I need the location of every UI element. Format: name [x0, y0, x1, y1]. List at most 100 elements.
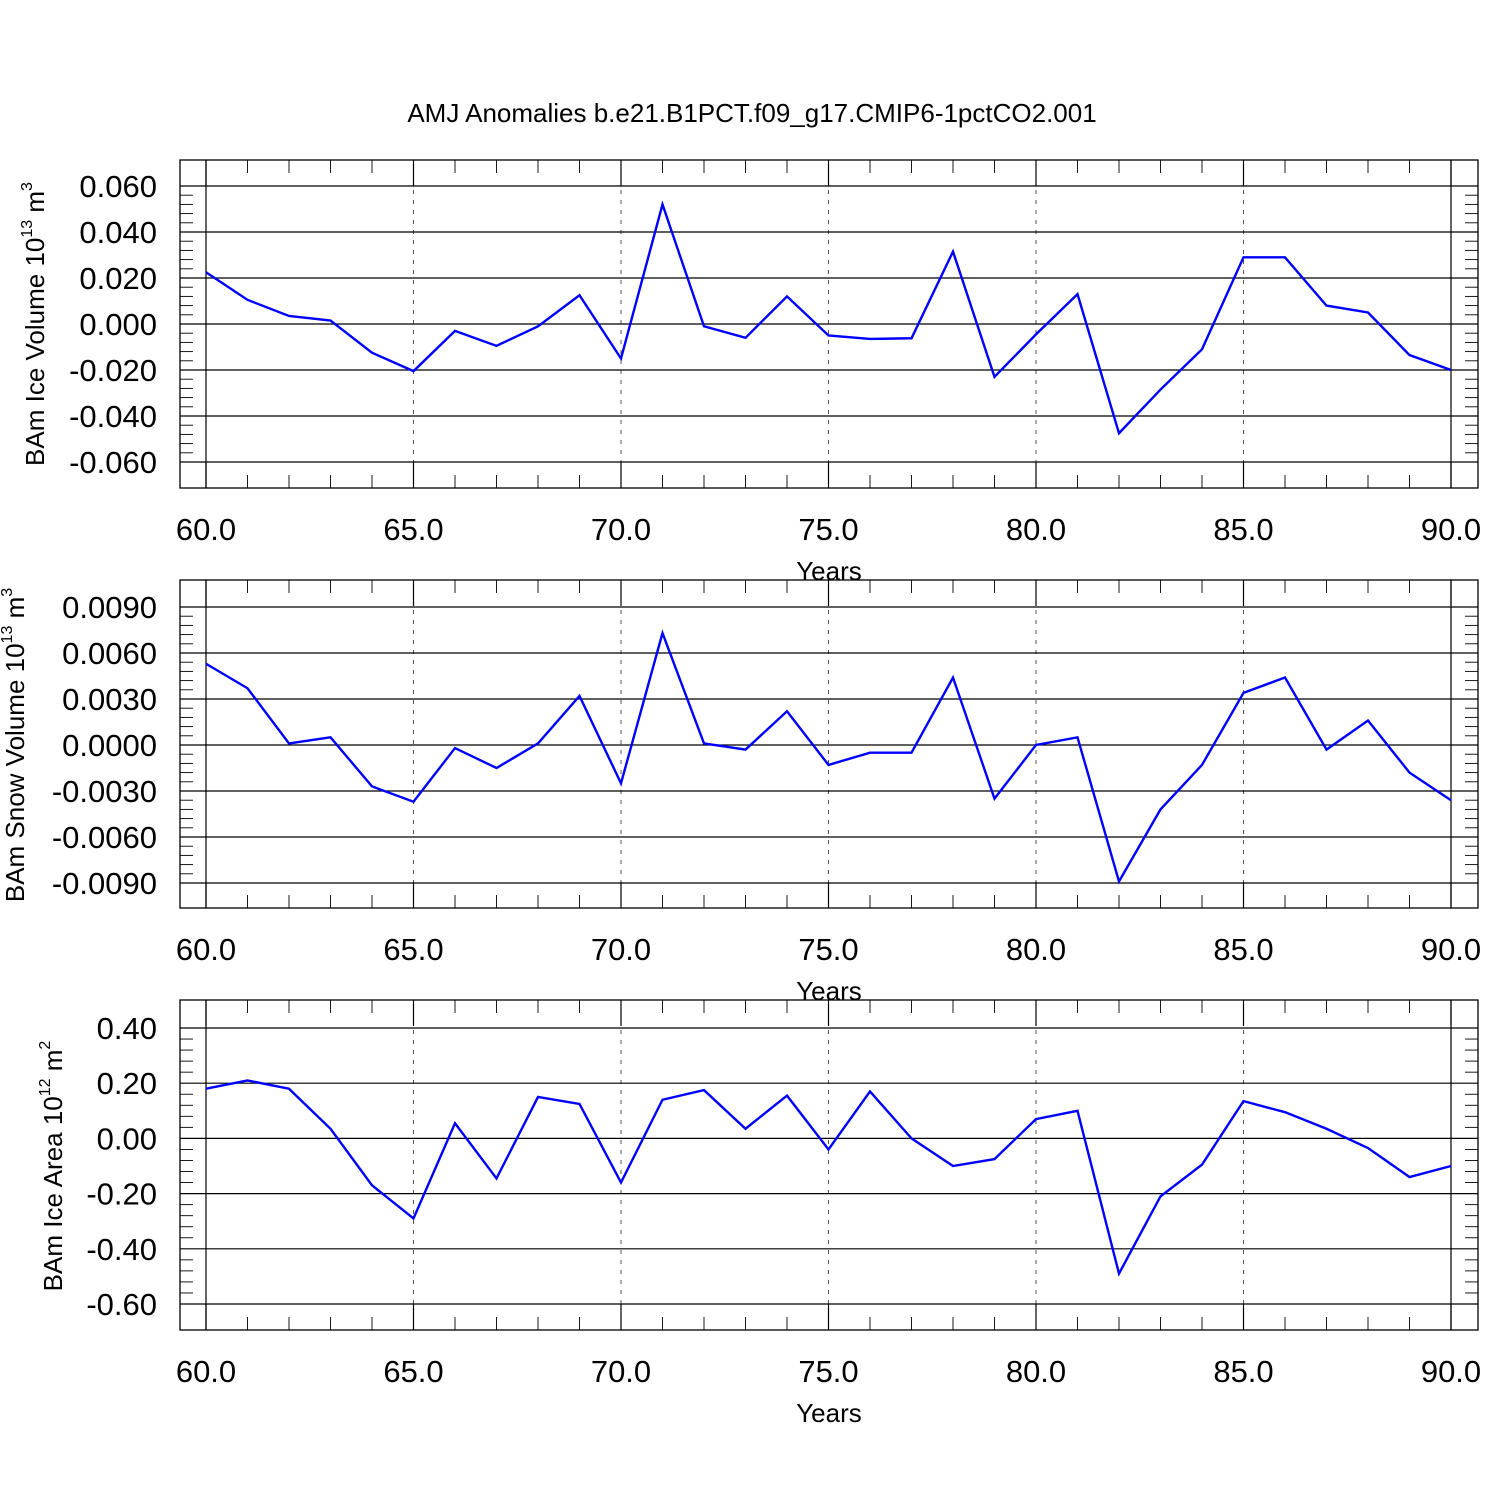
- data-point: [1283, 1110, 1287, 1114]
- data-point: [1408, 353, 1412, 357]
- data-point: [578, 694, 582, 698]
- y-axis-title-exponent: 13: [0, 626, 16, 644]
- data-point: [1449, 1164, 1453, 1168]
- series-line: [205, 200, 1452, 436]
- data-point: [1366, 1146, 1370, 1150]
- x-tick-label: 75.0: [798, 932, 858, 967]
- x-tick-label: 60.0: [176, 512, 236, 547]
- data-point: [827, 763, 831, 767]
- y-tick-label: 0.0000: [62, 728, 157, 763]
- data-point: [619, 357, 623, 361]
- data-point: [453, 1121, 457, 1125]
- y-axis-title-unit-exponent: 2: [37, 1041, 54, 1050]
- data-point: [1117, 1272, 1121, 1276]
- x-tick-label: 70.0: [591, 1354, 651, 1389]
- data-point: [868, 751, 872, 755]
- y-tick-label: -0.060: [69, 445, 157, 480]
- series-line: [205, 629, 1452, 885]
- y-tick-label: -0.0060: [52, 820, 157, 855]
- data-point: [744, 336, 748, 340]
- data-point: [702, 1088, 706, 1092]
- y-axis-title: BAm Snow Volume 1013 m3: [0, 588, 30, 902]
- data-point: [1034, 1117, 1038, 1121]
- data-point: [661, 1098, 665, 1102]
- y-tick-label: 0.060: [79, 169, 157, 204]
- data-point: [1200, 347, 1204, 351]
- data-point: [1242, 691, 1246, 695]
- data-point: [1242, 255, 1246, 259]
- data-point: [785, 1094, 789, 1098]
- figure-title: AMJ Anomalies b.e21.B1PCT.f09_g17.CMIP6-…: [407, 98, 1096, 128]
- y-tick-label: 0.0090: [62, 590, 157, 625]
- y-axis-title-exponent: 13: [19, 220, 36, 238]
- x-tick-label: 90.0: [1421, 512, 1481, 547]
- data-point: [246, 686, 250, 690]
- data-point: [578, 1102, 582, 1106]
- y-axis-title-main: BAm Snow Volume 10: [0, 643, 30, 902]
- data-point: [910, 1136, 914, 1140]
- data-point: [204, 270, 208, 274]
- x-tick-label: 80.0: [1006, 932, 1066, 967]
- data-point: [827, 1147, 831, 1151]
- x-tick-label: 70.0: [591, 932, 651, 967]
- data-point: [661, 631, 665, 635]
- data-point: [1076, 735, 1080, 739]
- x-tick-label: 80.0: [1006, 512, 1066, 547]
- series-line: [205, 1079, 1452, 1277]
- data-point: [827, 334, 831, 338]
- data-point: [536, 324, 540, 328]
- data-point: [1159, 807, 1163, 811]
- data-point: [1325, 748, 1329, 752]
- data-point: [619, 781, 623, 785]
- data-point: [910, 751, 914, 755]
- y-tick-label: -0.040: [69, 399, 157, 434]
- data-point: [951, 676, 955, 680]
- data-point: [993, 797, 997, 801]
- y-tick-label: -0.020: [69, 353, 157, 388]
- data-point: [1408, 771, 1412, 775]
- x-tick-label: 65.0: [383, 1354, 443, 1389]
- y-tick-label: 0.40: [97, 1011, 157, 1046]
- y-tick-label: 0.0030: [62, 682, 157, 717]
- y-tick-label: 0.20: [97, 1066, 157, 1101]
- y-tick-label: -0.40: [86, 1232, 157, 1267]
- data-point: [868, 337, 872, 341]
- x-tick-label: 85.0: [1213, 1354, 1273, 1389]
- data-point: [785, 709, 789, 713]
- panel-3: 0.40 0.20 0.00 -0.20 -0.40 -0.60 60.0 65.0 70.0 7…: [37, 999, 1481, 1428]
- x-tick-label: 80.0: [1006, 1354, 1066, 1389]
- data-point: [1200, 763, 1204, 767]
- data-point: [1034, 743, 1038, 747]
- x-tick-label: 60.0: [176, 1354, 236, 1389]
- data-point: [495, 1176, 499, 1180]
- data-point: [287, 741, 291, 745]
- x-tick-label: 85.0: [1213, 932, 1273, 967]
- data-point: [619, 1181, 623, 1185]
- y-axis-title-unit: m: [0, 597, 30, 626]
- data-point: [412, 1216, 416, 1220]
- data-point: [495, 344, 499, 348]
- y-axis-title-unit-exponent: 3: [0, 588, 16, 597]
- data-point: [1242, 1099, 1246, 1103]
- data-point: [1159, 388, 1163, 392]
- data-point: [370, 351, 374, 355]
- y-axis-title-unit: m: [20, 191, 50, 220]
- x-tick-label: 90.0: [1421, 1354, 1481, 1389]
- y-axis-title: BAm Ice Volume 1013 m3: [19, 182, 50, 466]
- data-point: [993, 1157, 997, 1161]
- data-point: [370, 784, 374, 788]
- data-point: [1283, 255, 1287, 259]
- y-tick-label: 0.040: [79, 215, 157, 250]
- data-point: [412, 369, 416, 373]
- data-point: [453, 329, 457, 333]
- data-point: [329, 735, 333, 739]
- data-point: [287, 314, 291, 318]
- data-point: [329, 1127, 333, 1131]
- x-tick-label: 85.0: [1213, 512, 1273, 547]
- x-tick-label: 90.0: [1421, 932, 1481, 967]
- data-point: [329, 319, 333, 323]
- x-axis-title: Years: [796, 1398, 862, 1428]
- data-point: [1076, 292, 1080, 296]
- data-point: [453, 746, 457, 750]
- data-point: [1034, 332, 1038, 336]
